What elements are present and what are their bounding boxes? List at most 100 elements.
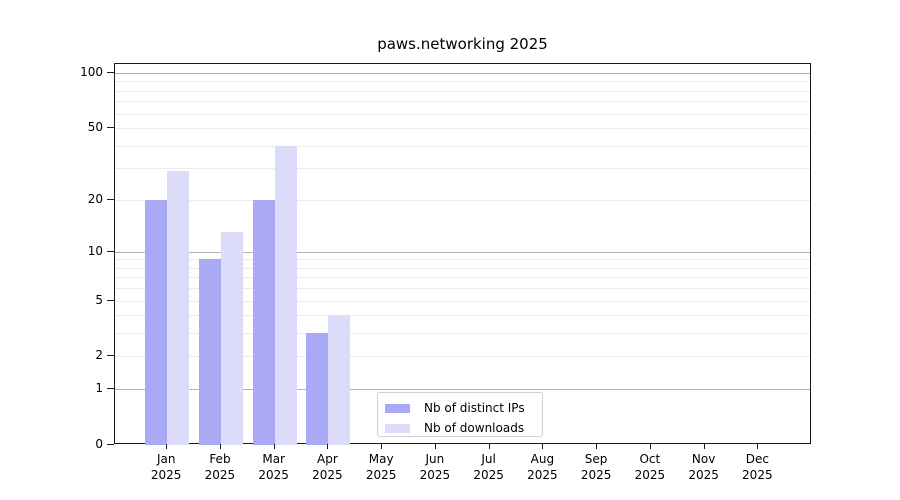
x-tick-year: 2025 [419, 468, 451, 482]
minor-gridline [115, 333, 810, 335]
bar-distinct-ips-feb [198, 259, 221, 445]
y-tick-mark [107, 250, 114, 252]
bar-distinct-ips-apr [306, 333, 329, 445]
y-tick-label: 10 [87, 243, 103, 258]
x-tick-month: Jun [425, 452, 445, 466]
legend-label-downloads: Nb of downloads [424, 421, 525, 435]
x-tick-month: May [368, 452, 394, 466]
minor-gridline [115, 315, 810, 317]
plot-area [114, 63, 811, 445]
x-tick-year: 2025 [688, 468, 719, 482]
x-tick-year: 2025 [204, 468, 236, 482]
bar-downloads-apr [328, 315, 351, 445]
y-tick-label: 20 [87, 191, 103, 206]
x-tick-mark [166, 444, 168, 449]
x-tick-label: Sep 2025 [568, 451, 624, 483]
y-tick-label: 100 [80, 65, 103, 80]
x-tick-label: Oct 2025 [622, 451, 678, 483]
x-tick-mark [219, 444, 221, 449]
x-tick-month: Nov [691, 452, 716, 466]
minor-gridline [115, 259, 810, 261]
bar-distinct-ips-mar [252, 199, 275, 445]
minor-gridline [115, 288, 810, 290]
minor-gridline [115, 356, 810, 358]
minor-gridline [115, 277, 810, 279]
bar-downloads-feb [220, 232, 243, 445]
y-tick-label: 1 [95, 381, 103, 396]
minor-gridline [115, 199, 810, 201]
major-gridline [115, 389, 810, 391]
bar-downloads-mar [274, 145, 297, 445]
x-tick-month: Jan [156, 452, 176, 466]
x-tick-mark [381, 444, 383, 449]
x-tick-label: Feb 2025 [192, 451, 248, 483]
x-tick-year: 2025 [365, 468, 397, 482]
x-tick-month: Oct [639, 452, 661, 466]
minor-gridline [115, 128, 810, 130]
legend-item-distinct-ips: Nb of distinct IPs [385, 398, 542, 418]
x-tick-month: Aug [530, 452, 555, 466]
chart-title: paws.networking 2025 [377, 35, 548, 53]
x-tick-year: 2025 [634, 468, 666, 482]
x-tick-month: Apr [317, 452, 338, 466]
legend-item-downloads: Nb of downloads [385, 418, 542, 438]
bar-distinct-ips-jan [145, 199, 168, 445]
minor-gridline [115, 90, 810, 92]
x-tick-year: 2025 [312, 468, 343, 482]
y-tick-mark [107, 127, 114, 129]
x-tick-mark [757, 444, 759, 449]
x-tick-label: Aug 2025 [514, 451, 570, 483]
x-tick-year: 2025 [258, 468, 289, 482]
x-tick-label: Apr 2025 [299, 451, 355, 483]
x-tick-month: Dec [745, 452, 769, 466]
bar-downloads-jan [167, 170, 190, 445]
x-tick-label: Jan 2025 [138, 451, 194, 483]
x-tick-month: Feb [209, 452, 231, 466]
y-tick-label: 5 [95, 292, 103, 307]
x-tick-label: May 2025 [353, 451, 409, 483]
x-tick-mark [703, 444, 705, 449]
major-gridline [115, 73, 810, 75]
minor-gridline [115, 168, 810, 170]
x-tick-mark [434, 444, 436, 449]
x-tick-label: Dec 2025 [729, 451, 785, 483]
y-tick-mark [107, 72, 114, 74]
y-tick-mark [107, 299, 114, 301]
x-tick-year: 2025 [150, 468, 182, 482]
minor-gridline [115, 300, 810, 302]
x-tick-label: Mar 2025 [246, 451, 302, 483]
minor-gridline [115, 145, 810, 147]
legend: Nb of distinct IPs Nb of downloads [377, 392, 543, 437]
x-tick-mark [596, 444, 598, 449]
x-tick-month: Mar [262, 452, 285, 466]
legend-swatch-distinct-ips [385, 403, 410, 413]
minor-gridline [115, 113, 810, 115]
x-tick-month: Jul [481, 452, 496, 466]
x-tick-mark [273, 444, 275, 449]
minor-gridline [115, 81, 810, 83]
legend-swatch-downloads [385, 423, 410, 433]
y-tick-mark [107, 388, 114, 390]
x-tick-mark [542, 444, 544, 449]
y-tick-label: 2 [95, 348, 103, 363]
y-tick-label: 50 [87, 120, 103, 135]
x-tick-label: Nov 2025 [676, 451, 732, 483]
major-gridline [115, 251, 810, 253]
y-tick-mark [107, 198, 114, 200]
x-tick-year: 2025 [742, 468, 773, 482]
x-tick-label: Jun 2025 [407, 451, 463, 483]
x-tick-year: 2025 [527, 468, 558, 482]
y-tick-mark [107, 444, 114, 445]
x-tick-mark [488, 444, 490, 449]
x-tick-year: 2025 [473, 468, 504, 482]
x-tick-mark [649, 444, 651, 449]
y-tick-label: 0 [95, 437, 103, 451]
legend-label-distinct-ips: Nb of distinct IPs [424, 401, 525, 415]
x-tick-year: 2025 [580, 468, 612, 482]
x-tick-mark [327, 444, 329, 449]
minor-gridline [115, 101, 810, 103]
x-tick-month: Sep [584, 452, 608, 466]
x-tick-label: Jul 2025 [461, 451, 517, 483]
y-tick-mark [107, 355, 114, 357]
